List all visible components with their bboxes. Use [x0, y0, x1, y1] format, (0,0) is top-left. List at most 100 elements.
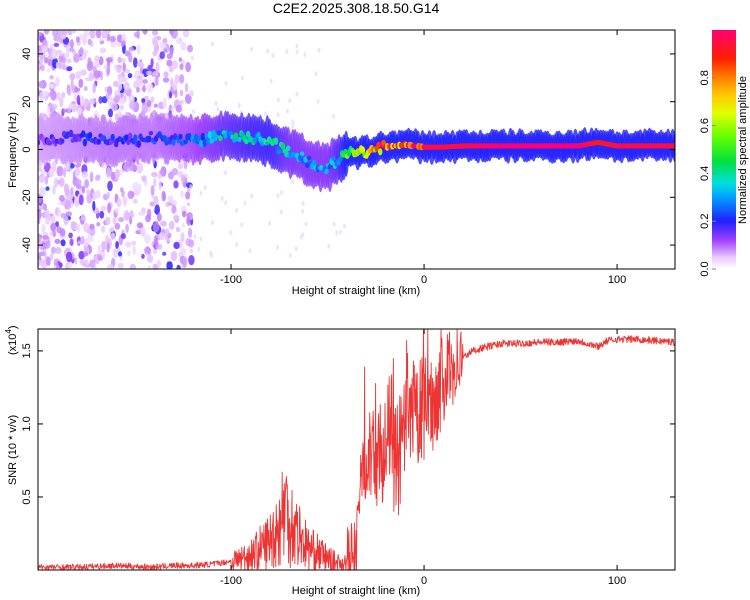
- noise-cell: [303, 52, 307, 58]
- noise-cell: [229, 230, 233, 236]
- noise-cell: [189, 215, 193, 221]
- noise-cell: [171, 200, 177, 206]
- noise-cell: [50, 90, 57, 101]
- noise-cell: [243, 200, 247, 206]
- noise-cell: [178, 57, 182, 62]
- colorbar-tick-label: 0.2: [699, 214, 711, 229]
- ridge-core: [206, 139, 211, 145]
- noise-cell: [108, 227, 115, 233]
- noise-cell: [65, 199, 71, 210]
- noise-cell: [136, 44, 141, 55]
- ridge-core: [114, 141, 119, 148]
- noise-cell: [49, 83, 55, 89]
- noise-cell: [51, 103, 58, 110]
- noise-cell: [164, 228, 170, 237]
- noise-cell: [106, 57, 113, 63]
- noise-cell: [119, 168, 124, 175]
- y-tick-label: 20: [21, 96, 33, 108]
- colorbar-ticks: 0.0 0.2 0.4 0.6 0.8: [699, 70, 716, 277]
- noise-cell: [55, 76, 60, 87]
- noise-cell: [100, 225, 106, 233]
- noise-cell: [314, 71, 318, 77]
- noise-cell: [224, 80, 228, 86]
- ridge-core: [147, 135, 152, 143]
- y-tick-label: 1.0: [21, 416, 33, 431]
- noise-cell: [127, 250, 131, 256]
- noise-cell: [185, 191, 191, 200]
- noise-cell: [52, 229, 56, 238]
- noise-cell: [125, 223, 129, 233]
- noise-cell: [95, 174, 101, 180]
- noise-cell: [100, 70, 103, 81]
- noise-cell: [89, 223, 95, 230]
- noise-cell: [280, 190, 284, 195]
- noise-cell: [55, 221, 59, 228]
- noise-cell: [216, 106, 220, 112]
- noise-cell: [316, 98, 320, 104]
- noise-cell: [127, 73, 133, 79]
- noise-cell: [62, 108, 68, 113]
- noise-cell: [175, 104, 183, 113]
- noise-cell: [117, 56, 122, 64]
- noise-cell: [89, 171, 94, 183]
- ridge-core: [81, 130, 86, 138]
- noise-cell: [129, 210, 134, 220]
- noise-cell: [162, 77, 170, 83]
- noise-cell: [180, 232, 185, 243]
- noise-cell: [96, 222, 101, 227]
- noise-cell: [136, 30, 140, 39]
- noise-cell: [295, 43, 299, 49]
- noise-cell: [87, 38, 92, 46]
- noise-cell: [237, 102, 241, 108]
- ridge-core: [218, 135, 223, 142]
- noise-cell: [338, 229, 342, 235]
- noise-cell: [83, 238, 89, 249]
- noise-cell: [86, 228, 93, 235]
- noise-cell: [235, 207, 239, 213]
- noise-cell: [39, 91, 44, 102]
- noise-cell: [163, 71, 169, 78]
- noise-cell: [80, 69, 87, 76]
- noise-cell: [188, 255, 195, 266]
- noise-cell: [288, 253, 292, 258]
- noise-cell: [104, 216, 111, 226]
- noise-cell: [159, 51, 165, 60]
- noise-cell: [46, 256, 51, 267]
- noise-cell: [279, 209, 283, 215]
- noise-cell: [295, 49, 299, 55]
- noise-cell: [158, 180, 162, 191]
- x-tick-label: 100: [608, 274, 626, 286]
- noise-cell: [142, 30, 148, 35]
- noise-cell: [166, 261, 173, 269]
- noise-cell: [114, 63, 118, 71]
- noise-cell: [188, 227, 193, 238]
- noise-cell: [180, 190, 184, 199]
- noise-cell: [92, 200, 96, 211]
- noise-cell: [53, 35, 60, 42]
- noise-cell: [69, 39, 74, 49]
- noise-cell: [38, 214, 41, 225]
- ridge-core: [207, 131, 213, 139]
- noise-cell: [38, 174, 46, 184]
- noise-cell: [139, 73, 145, 79]
- noise-cell: [135, 78, 143, 87]
- ridge-core: [299, 151, 305, 156]
- noise-cell: [51, 215, 55, 224]
- noise-cell: [50, 246, 57, 254]
- noise-cell: [189, 90, 194, 97]
- noise-cell: [291, 123, 295, 129]
- noise-cell: [66, 66, 73, 72]
- noise-cell: [294, 246, 298, 252]
- noise-cell: [160, 220, 167, 227]
- noise-cell: [83, 251, 89, 257]
- ridge-core: [253, 137, 258, 144]
- noise-cell: [93, 70, 101, 79]
- noise-cell: [295, 91, 299, 97]
- noise-cell: [79, 55, 87, 61]
- ridge-core: [306, 155, 312, 160]
- noise-cell: [78, 250, 85, 260]
- noise-cell: [132, 245, 136, 256]
- noise-cell: [43, 203, 47, 211]
- ridge-core: [286, 145, 291, 151]
